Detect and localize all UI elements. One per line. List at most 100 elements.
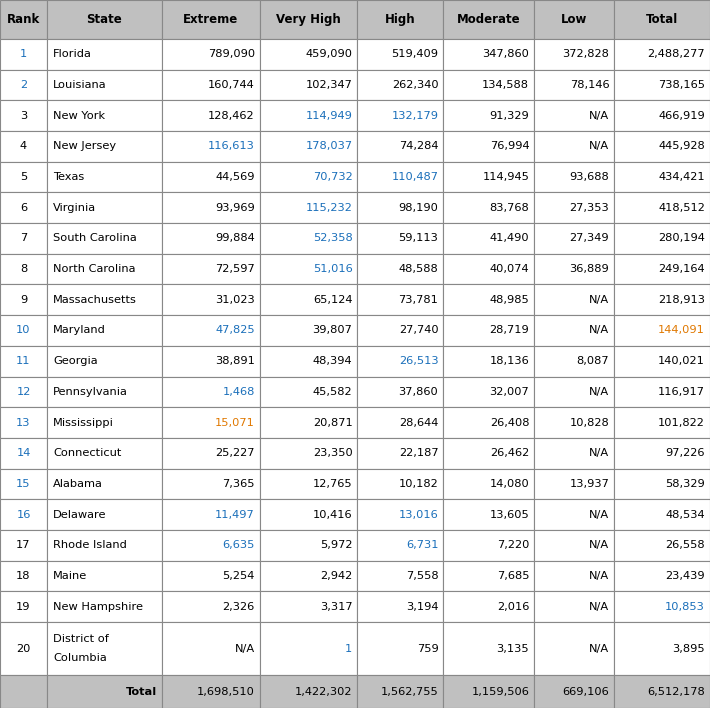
Bar bbox=[357, 407, 443, 438]
Bar bbox=[534, 438, 614, 469]
Text: Extreme: Extreme bbox=[183, 13, 239, 26]
Text: 25,227: 25,227 bbox=[215, 448, 255, 458]
Text: 1,159,506: 1,159,506 bbox=[471, 687, 529, 697]
Text: Delaware: Delaware bbox=[53, 510, 106, 520]
Bar bbox=[0, 161, 47, 193]
Text: 31,023: 31,023 bbox=[215, 295, 255, 304]
Text: N/A: N/A bbox=[589, 295, 609, 304]
Text: 45,582: 45,582 bbox=[313, 387, 352, 397]
Text: Georgia: Georgia bbox=[53, 356, 97, 366]
Text: 2,326: 2,326 bbox=[222, 602, 255, 612]
Bar bbox=[162, 346, 260, 377]
Bar bbox=[357, 193, 443, 223]
Bar bbox=[162, 675, 260, 708]
Bar bbox=[534, 131, 614, 161]
Bar bbox=[443, 438, 534, 469]
Text: 1,422,302: 1,422,302 bbox=[295, 687, 352, 697]
Bar bbox=[162, 69, 260, 101]
Bar bbox=[614, 161, 710, 193]
Text: N/A: N/A bbox=[589, 602, 609, 612]
Text: 37,860: 37,860 bbox=[398, 387, 438, 397]
Bar bbox=[0, 223, 47, 253]
Text: 78,146: 78,146 bbox=[569, 80, 609, 90]
Text: N/A: N/A bbox=[589, 142, 609, 152]
Bar bbox=[0, 315, 47, 346]
Text: 14,080: 14,080 bbox=[489, 479, 529, 489]
Text: N/A: N/A bbox=[589, 510, 609, 520]
Bar bbox=[614, 530, 710, 561]
Bar bbox=[47, 499, 162, 530]
Bar bbox=[0, 285, 47, 315]
Bar bbox=[534, 675, 614, 708]
Bar bbox=[357, 469, 443, 499]
Text: 144,091: 144,091 bbox=[658, 326, 705, 336]
Text: 20,871: 20,871 bbox=[312, 418, 352, 428]
Bar bbox=[260, 530, 357, 561]
Bar bbox=[47, 193, 162, 223]
Text: 102,347: 102,347 bbox=[305, 80, 352, 90]
Text: 26,558: 26,558 bbox=[665, 540, 705, 550]
Text: Alabama: Alabama bbox=[53, 479, 103, 489]
Text: 51,016: 51,016 bbox=[312, 264, 352, 274]
Bar bbox=[260, 161, 357, 193]
Bar bbox=[162, 285, 260, 315]
Text: 434,421: 434,421 bbox=[658, 172, 705, 182]
Bar bbox=[443, 101, 534, 131]
Bar bbox=[47, 407, 162, 438]
Bar bbox=[534, 69, 614, 101]
Text: 70,732: 70,732 bbox=[312, 172, 352, 182]
Bar bbox=[0, 131, 47, 161]
Bar bbox=[614, 622, 710, 675]
Bar bbox=[0, 561, 47, 591]
Text: Texas: Texas bbox=[53, 172, 84, 182]
Bar bbox=[357, 377, 443, 407]
Bar bbox=[0, 469, 47, 499]
Text: 1: 1 bbox=[20, 50, 27, 59]
Bar bbox=[0, 675, 47, 708]
Text: 73,781: 73,781 bbox=[398, 295, 438, 304]
Text: N/A: N/A bbox=[589, 387, 609, 397]
Text: Pennsylvania: Pennsylvania bbox=[53, 387, 128, 397]
Text: 116,917: 116,917 bbox=[658, 387, 705, 397]
Bar bbox=[534, 223, 614, 253]
Bar bbox=[614, 377, 710, 407]
Bar bbox=[534, 469, 614, 499]
Bar bbox=[47, 469, 162, 499]
Bar bbox=[357, 315, 443, 346]
Bar bbox=[162, 193, 260, 223]
Text: 3,317: 3,317 bbox=[320, 602, 352, 612]
Bar bbox=[614, 315, 710, 346]
Bar bbox=[534, 346, 614, 377]
Text: 47,825: 47,825 bbox=[215, 326, 255, 336]
Bar bbox=[0, 499, 47, 530]
Bar bbox=[47, 285, 162, 315]
Text: 2,488,277: 2,488,277 bbox=[648, 50, 705, 59]
Text: Moderate: Moderate bbox=[457, 13, 520, 26]
Text: 13,605: 13,605 bbox=[489, 510, 529, 520]
Text: 9: 9 bbox=[20, 295, 27, 304]
Bar bbox=[162, 223, 260, 253]
Text: 93,969: 93,969 bbox=[215, 202, 255, 212]
Bar bbox=[534, 407, 614, 438]
Text: Columbia: Columbia bbox=[53, 653, 106, 663]
Text: 72,597: 72,597 bbox=[215, 264, 255, 274]
Bar bbox=[443, 591, 534, 622]
Bar bbox=[47, 346, 162, 377]
Bar bbox=[534, 622, 614, 675]
Text: Rhode Island: Rhode Island bbox=[53, 540, 127, 550]
Text: 40,074: 40,074 bbox=[490, 264, 529, 274]
Text: 28,719: 28,719 bbox=[489, 326, 529, 336]
Text: 12,765: 12,765 bbox=[313, 479, 352, 489]
Text: 98,190: 98,190 bbox=[398, 202, 438, 212]
Text: 110,487: 110,487 bbox=[391, 172, 438, 182]
Text: 36,889: 36,889 bbox=[569, 264, 609, 274]
Bar bbox=[47, 101, 162, 131]
Bar bbox=[260, 591, 357, 622]
Bar bbox=[0, 622, 47, 675]
Bar bbox=[260, 39, 357, 69]
Bar bbox=[260, 438, 357, 469]
Text: Maryland: Maryland bbox=[53, 326, 106, 336]
Bar bbox=[47, 69, 162, 101]
Bar bbox=[357, 131, 443, 161]
Text: 738,165: 738,165 bbox=[658, 80, 705, 90]
